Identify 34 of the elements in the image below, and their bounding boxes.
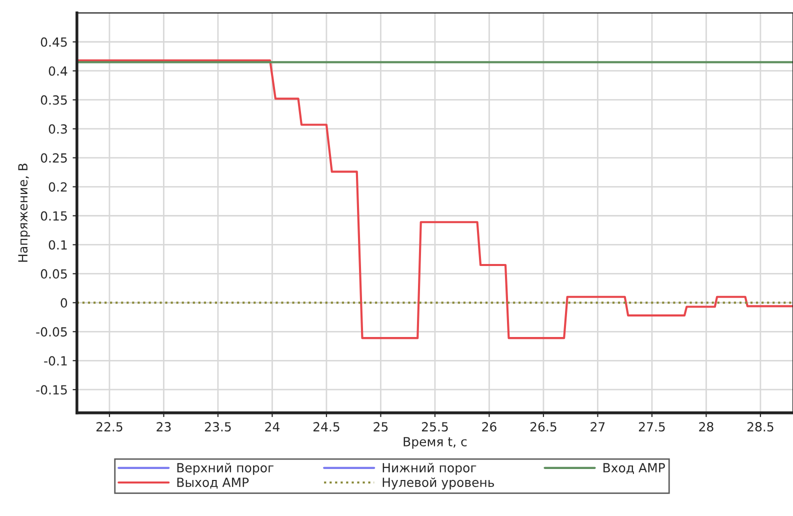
x-tick-label: 24.5: [313, 422, 340, 432]
y-tick-label: -0.05: [36, 327, 67, 337]
y-tick-label: 0.4: [48, 66, 68, 76]
x-tick-label: 22.5: [96, 422, 122, 432]
y-tick-label: 0.35: [40, 95, 67, 105]
x-tick-label: 25: [374, 422, 388, 432]
x-tick-label: 27.5: [638, 422, 665, 432]
x-tick-label: 23: [156, 422, 171, 432]
y-tick-label: -0.1: [44, 356, 67, 366]
legend-label: Верхний порог: [177, 462, 274, 475]
x-tick-label: 23.5: [204, 422, 231, 432]
legend-label: Нижний порог: [382, 462, 476, 475]
y-tick-label: 0.2: [48, 182, 67, 192]
y-tick-label: 0.05: [40, 269, 67, 279]
y-tick-label: 0.45: [40, 37, 67, 47]
y-tick-label: 0.15: [40, 211, 67, 221]
y-tick-label: -0.15: [36, 385, 67, 395]
x-tick-label: 28: [699, 422, 714, 432]
legend-label: Вход AMP: [603, 463, 665, 474]
x-tick-label: 27: [590, 422, 605, 432]
legend-label: Нулевой уровень: [382, 477, 494, 490]
line-series: [76, 59, 793, 340]
x-tick-label: 24: [265, 422, 280, 432]
legend-label: Выход AMP: [177, 478, 249, 489]
y-axis-title: Напряжение, В: [18, 164, 30, 262]
x-tick-label: 26: [482, 422, 496, 432]
y-tick-label: 0: [60, 298, 68, 308]
y-tick-label: 0.3: [48, 124, 67, 134]
y-tick-label: 0.1: [48, 240, 67, 250]
x-tick-label: 26.5: [530, 422, 556, 432]
x-axis-title: Время t, с: [404, 437, 467, 449]
y-tick-label: 0.25: [40, 153, 67, 163]
x-tick-label: 25.5: [422, 422, 448, 432]
x-tick-label: 28.5: [747, 422, 774, 432]
